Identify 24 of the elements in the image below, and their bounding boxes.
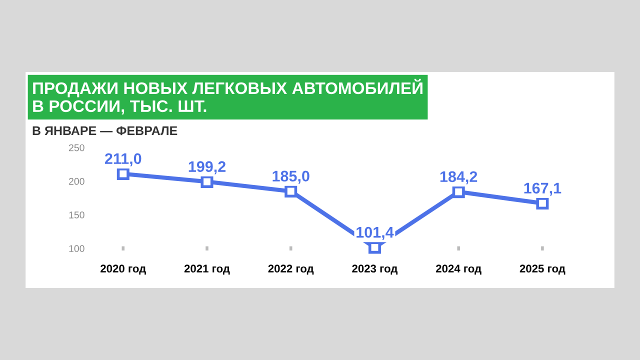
x-tick-label: 2021 год: [184, 264, 230, 275]
point: [116, 168, 130, 180]
x-tick-label: 2024 год: [436, 264, 482, 275]
chart-title: ПРОДАЖИ НОВЫХ ЛЕГКОВЫХ АВТОМОБИЛЕЙ В РОССИИ, ТЫС. ШТ.: [33, 78, 422, 114]
chart-subtitle: В ЯНВАРЕ — ФЕВРАЛЕ: [32, 126, 178, 136]
x-tick-label: 2023 год: [352, 264, 398, 275]
x-tick-label: 2022 год: [268, 264, 314, 275]
data-label: 185,0: [272, 170, 310, 184]
data-label: 101,4: [356, 226, 394, 240]
data-label: 199,2: [188, 161, 226, 174]
point: [536, 197, 549, 210]
x-tick-label: 2025 год: [520, 264, 566, 275]
y-tick-label: 200: [69, 178, 84, 185]
x-tick-label: 2020 год: [100, 264, 146, 275]
point: [200, 175, 214, 188]
y-tick-label: 150: [69, 212, 84, 218]
y-tick-label: 100: [69, 245, 84, 252]
point: [284, 185, 298, 198]
y-tick-label: 250: [69, 144, 84, 152]
point: [452, 186, 465, 198]
point: [368, 241, 381, 254]
data-label: 167,1: [524, 182, 562, 196]
data-label: 211,0: [104, 153, 142, 166]
data-label: 184,2: [440, 171, 478, 184]
